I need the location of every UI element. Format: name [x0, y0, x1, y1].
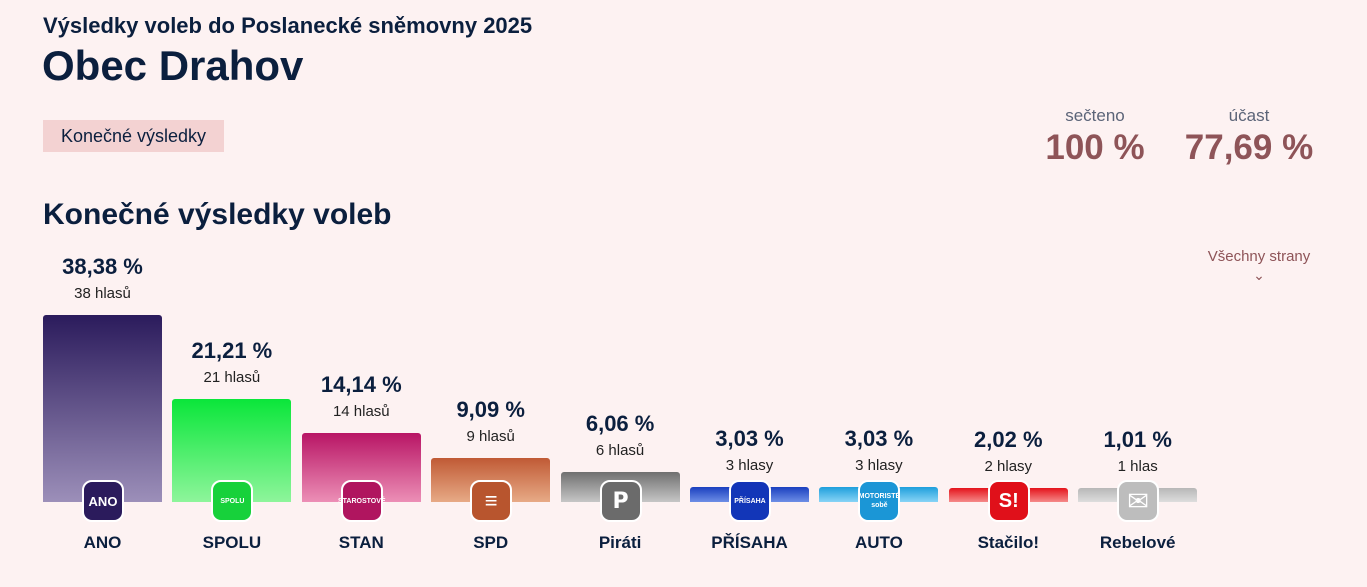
party-logo-icon: STAROSTOVÉ	[338, 480, 386, 522]
counted-label: sečteno	[1065, 106, 1125, 125]
bar-value-label: 21,21 %	[191, 337, 273, 363]
party-name: Rebelové	[1099, 533, 1176, 552]
bar-value-label: 3,03 %	[844, 426, 914, 452]
party-logo-icon: P	[599, 480, 642, 522]
bar-group[interactable]: 2,02 % 2 hlasy S! Stačilo!	[948, 240, 1068, 587]
bar-votes-label: 3 hlasy	[725, 457, 774, 475]
bar-votes-label: 38 hlasů	[74, 285, 131, 302]
results-bar-chart: 38,38 % 38 hlasů ANO ANO 21,21 % 21 hlasů SPOL…	[0, 240, 1367, 587]
party-name: SPOLU	[202, 533, 262, 552]
party-logo-icon: SPOLU	[211, 480, 254, 522]
party-name: ANO	[83, 533, 122, 552]
bar-votes-label: 6 hlasů	[595, 442, 645, 460]
page-title: Obec Drahov	[42, 42, 304, 89]
bar-value-label: 1,01 %	[1103, 427, 1172, 452]
bar-votes-label: 21 hlasů	[203, 368, 261, 386]
party-name: STAN	[338, 533, 384, 552]
bar-votes-label: 9 hlasů	[466, 427, 515, 445]
party-logo-icon: ANO	[82, 480, 124, 522]
bar-value-label: 6,06 %	[585, 411, 655, 437]
bar-group[interactable]: 21,21 % 21 hlasů SPOLU SPOLU	[172, 240, 292, 587]
party-name: Piráti	[598, 533, 642, 552]
bar-votes-label: 14 hlasů	[332, 403, 390, 421]
bar-group[interactable]: 1,01 % 1 hlas ✉ Rebelové	[1078, 240, 1198, 587]
section-title: Konečné výsledky voleb	[43, 198, 392, 231]
bar-group[interactable]: 38,38 % 38 hlasů ANO ANO	[43, 240, 162, 587]
counted-value: 100 %	[1045, 128, 1145, 167]
bar-group[interactable]: 6,06 % 6 hlasů P Piráti	[560, 240, 680, 587]
chevron-down-icon: ⌄	[1253, 267, 1265, 283]
party-name: SPD	[473, 533, 509, 552]
page-supertitle: Výsledky voleb do Poslanecké sněmovny 20…	[43, 13, 533, 38]
bar-votes-label: 1 hlas	[1117, 458, 1158, 475]
bar-votes-label: 3 hlasy	[855, 457, 903, 475]
bar[interactable]	[43, 315, 162, 502]
bar-group[interactable]: 14,14 % 14 hlasů STAROSTOVÉ STAN	[301, 240, 421, 587]
bar-group[interactable]: 3,03 % 3 hlasy PŘÍSAHA PŘÍSAHA	[690, 240, 809, 587]
party-logo-icon: PŘÍSAHA	[729, 480, 771, 522]
bar-value-label: 38,38 %	[62, 254, 143, 279]
party-name: Stačilo!	[977, 533, 1039, 552]
party-logo-icon: ✉	[1117, 480, 1160, 522]
party-logo-icon: S!	[987, 480, 1030, 522]
bar-value-label: 9,09 %	[456, 396, 525, 422]
bar-value-label: 14,14 %	[320, 372, 402, 398]
bar-value-label: 3,03 %	[715, 426, 784, 452]
turnout-label: účast	[1228, 106, 1270, 125]
status-badge: Konečné výsledky	[43, 120, 224, 152]
turnout-stat: účast 77,69 %	[1180, 106, 1318, 168]
counted-stat: sečteno 100 %	[1040, 106, 1150, 168]
all-parties-link[interactable]: Všechny strany ⌄	[1200, 248, 1318, 284]
turnout-value: 77,69 %	[1184, 128, 1314, 167]
party-name: PŘÍSAHA	[711, 533, 788, 552]
party-logo-icon: ≡	[470, 480, 513, 522]
bar-group[interactable]: 3,03 % 3 hlasy MOTORISTÉ sobě AUTO	[819, 240, 939, 587]
party-name: AUTO	[854, 533, 903, 552]
bar-value-label: 2,02 %	[974, 427, 1043, 452]
bar-group[interactable]: 9,09 % 9 hlasů ≡ SPD	[431, 240, 551, 587]
bar-votes-label: 2 hlasy	[984, 458, 1033, 475]
all-parties-label: Všechny strany	[1207, 248, 1311, 265]
party-logo-icon: MOTORISTÉ sobě	[858, 480, 901, 522]
